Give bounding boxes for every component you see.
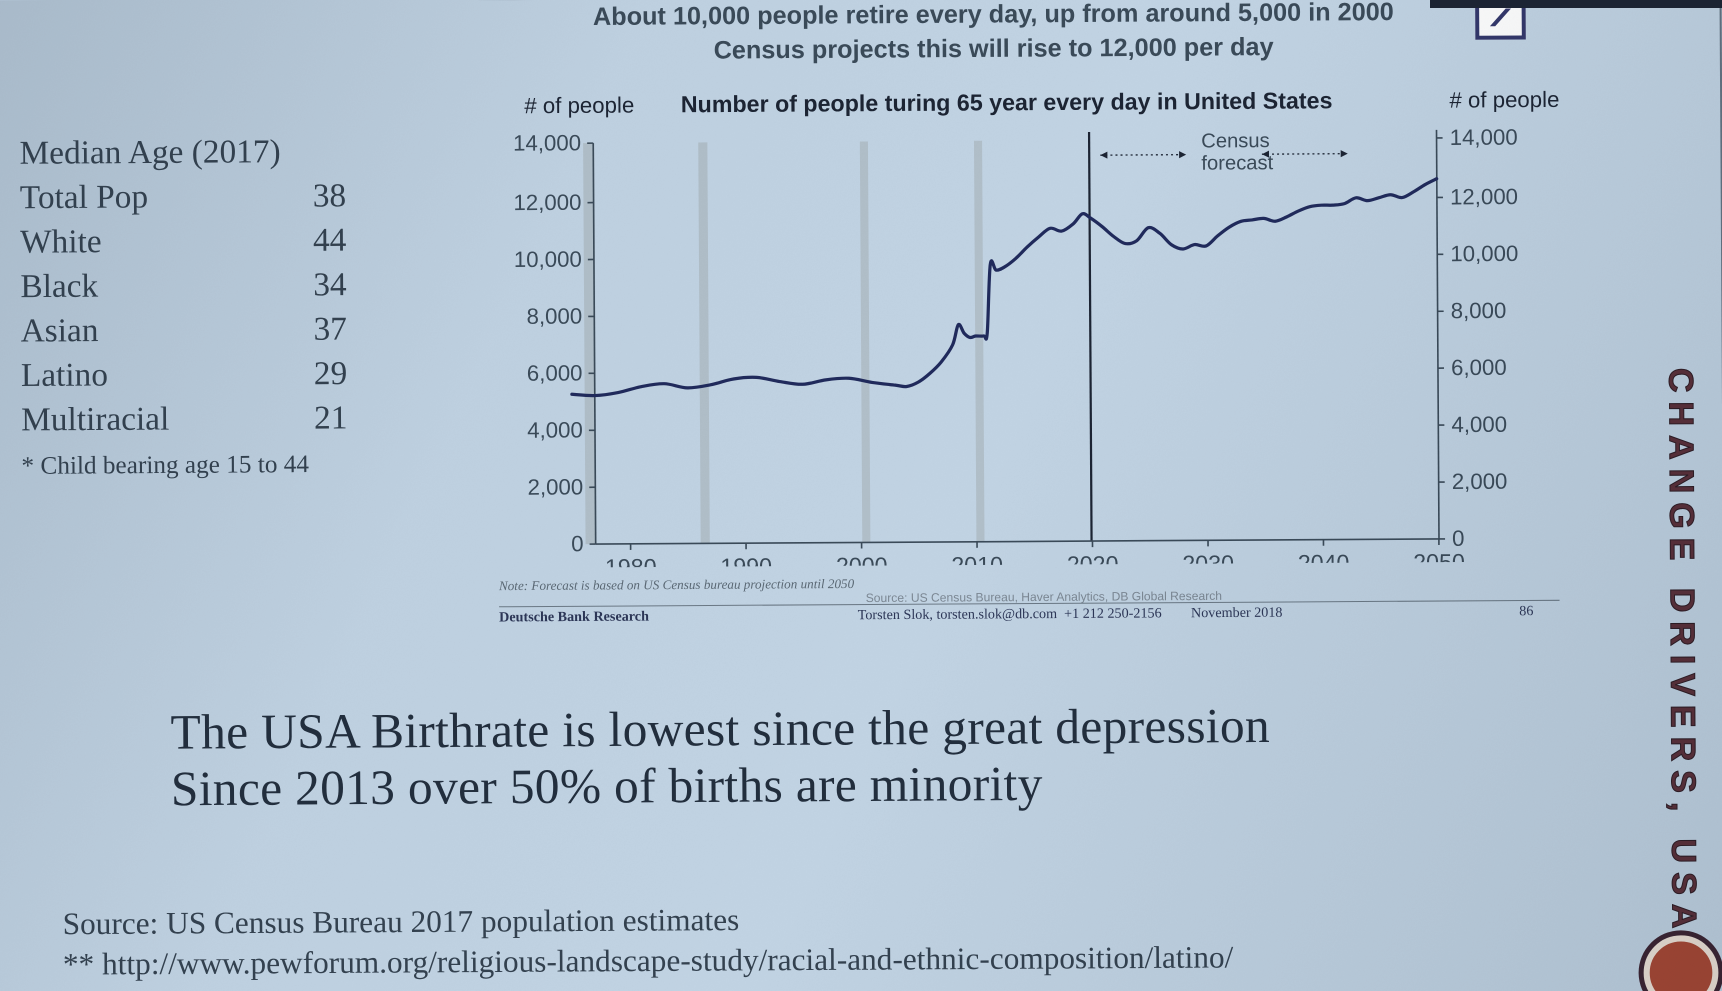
svg-text:# of people: # of people (524, 93, 634, 119)
svg-text:2020: 2020 (1067, 551, 1119, 568)
svg-text:0: 0 (571, 531, 584, 556)
svg-text:2050: 2050 (1413, 549, 1465, 568)
svg-text:12,000: 12,000 (513, 190, 581, 215)
svg-text:2,000: 2,000 (528, 474, 584, 499)
svg-text:forecast: forecast (1201, 152, 1273, 174)
svg-text:1990: 1990 (720, 553, 772, 568)
svg-text:4,000: 4,000 (1451, 412, 1507, 437)
svg-text:8,000: 8,000 (526, 304, 582, 329)
svg-text:4,000: 4,000 (527, 417, 583, 442)
svg-text:12,000: 12,000 (1450, 184, 1518, 209)
svg-text:14,000: 14,000 (1450, 125, 1518, 150)
svg-text:2000: 2000 (836, 553, 888, 568)
svg-text:6,000: 6,000 (1451, 355, 1507, 380)
svg-text:2040: 2040 (1298, 550, 1350, 568)
svg-text:10,000: 10,000 (514, 247, 582, 272)
svg-text:Census: Census (1201, 130, 1270, 152)
svg-text:8,000: 8,000 (1451, 298, 1507, 323)
svg-text:2010: 2010 (951, 552, 1003, 568)
svg-text:10,000: 10,000 (1450, 241, 1518, 266)
svg-text:Number of people turing 65 yea: Number of people turing 65 year every da… (681, 87, 1333, 117)
svg-text:0: 0 (1452, 526, 1465, 551)
svg-text:# of people: # of people (1449, 87, 1559, 113)
svg-text:2030: 2030 (1182, 550, 1234, 567)
svg-text:2,000: 2,000 (1452, 469, 1508, 494)
svg-text:1980: 1980 (605, 554, 657, 568)
svg-text:6,000: 6,000 (527, 360, 583, 385)
svg-text:14,000: 14,000 (513, 130, 581, 155)
